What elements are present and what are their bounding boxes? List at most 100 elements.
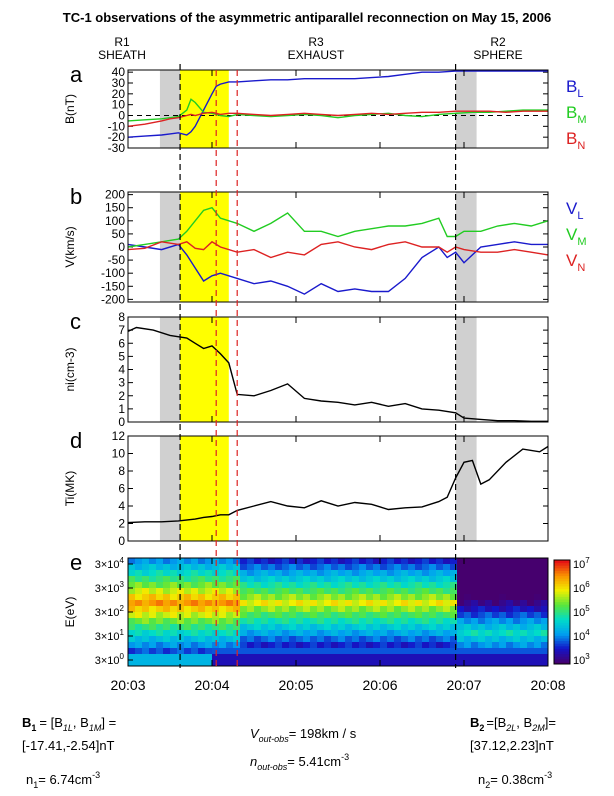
spectrogram-cell [254, 570, 262, 577]
spectrogram-cell [156, 570, 164, 577]
spectrogram-cell [254, 612, 262, 619]
spectrogram-cell [275, 636, 283, 643]
spectrogram-cell [240, 636, 248, 643]
spectrogram-cell [310, 654, 318, 661]
spectrogram-cell [450, 606, 458, 613]
spectrogram-cell [261, 642, 269, 649]
spectrogram-cell [359, 600, 367, 607]
spectrogram-cell [373, 624, 381, 631]
spectrogram-cell [191, 570, 199, 577]
spectrogram-cell [457, 576, 465, 583]
spectrogram-cell [128, 636, 136, 643]
spectrogram-cell [345, 570, 353, 577]
spectrogram-cell [233, 654, 241, 661]
spectrogram-cell [240, 654, 248, 661]
spectrogram-cell [296, 630, 304, 637]
spectrogram-cell [184, 582, 192, 589]
spectrogram-cell [436, 624, 444, 631]
region-labels: R1 SHEATH R3 EXHAUST R2 SPHERE [98, 35, 523, 62]
spectrogram-cell [366, 558, 374, 565]
spectrogram-cell [457, 648, 465, 655]
spectrogram-cell [443, 624, 451, 631]
spectrogram-cell [345, 588, 353, 595]
spectrogram-cell [527, 576, 535, 583]
spectrogram-cell [485, 582, 493, 589]
colorbar-segment [554, 606, 570, 610]
spectrogram-cell [492, 588, 500, 595]
spectrogram-cell [170, 570, 178, 577]
spectrogram-cell [142, 558, 150, 565]
spectrogram-cell [247, 564, 255, 571]
spectrogram-cell [331, 624, 339, 631]
spectrogram-cell [506, 624, 514, 631]
spectrogram-cell [184, 636, 192, 643]
spectrogram-cell [303, 606, 311, 613]
spectrogram-cell [401, 648, 409, 655]
xtick-label: 20:08 [530, 677, 565, 693]
spectrogram-cell [310, 618, 318, 625]
spectrogram-cell [387, 594, 395, 601]
spectrogram-cell [394, 624, 402, 631]
spectrogram-cell [387, 564, 395, 571]
spectrogram-cell [499, 588, 507, 595]
spectrogram-cell [359, 576, 367, 583]
spectrogram-cell [163, 588, 171, 595]
spectrogram-cell [527, 558, 535, 565]
spectrogram-cell [317, 636, 325, 643]
spectrogram-cell [513, 600, 521, 607]
spectrogram-cell [527, 594, 535, 601]
spectrogram-cell [513, 558, 521, 565]
spectrogram-cell [149, 594, 157, 601]
spectrogram-cell [499, 660, 507, 667]
spectrogram-cell [212, 594, 220, 601]
spectrogram-cell [408, 558, 416, 565]
gray-band-d-0 [159, 436, 181, 541]
spectrogram-cell [534, 564, 542, 571]
spectrogram-cell [415, 648, 423, 655]
spectrogram-cell [387, 636, 395, 643]
spectrogram-cell [184, 624, 192, 631]
spectrogram-cell [282, 594, 290, 601]
spectrogram-cell [163, 570, 171, 577]
spectrogram-cell [149, 576, 157, 583]
spectrogram-cell [226, 594, 234, 601]
spectrogram-cell [387, 588, 395, 595]
spectrogram-cell [149, 636, 157, 643]
spectrogram-cell [247, 582, 255, 589]
spectrogram-cell [233, 624, 241, 631]
e-ytick-label: 3×103 [95, 580, 125, 595]
spectrogram-cell [331, 588, 339, 595]
spectrogram-cell [415, 612, 423, 619]
spectrogram-cell [191, 648, 199, 655]
spectrogram-cell [261, 624, 269, 631]
spectrogram-cell [268, 594, 276, 601]
spectrogram-cell [443, 654, 451, 661]
spectrogram-cell [380, 654, 388, 661]
panel-letter-a: a [70, 62, 83, 87]
spectrogram-cell [170, 630, 178, 637]
spectrogram-cell [177, 588, 185, 595]
spectrogram-cell [443, 612, 451, 619]
spectrogram-cell [191, 630, 199, 637]
spectrogram-cell [436, 648, 444, 655]
spectrogram-cell [429, 600, 437, 607]
spectrogram-cell [464, 630, 472, 637]
spectrogram-cell [219, 576, 227, 583]
spectrogram-cell [464, 588, 472, 595]
spectrogram-cell [401, 600, 409, 607]
spectrogram-cell [345, 606, 353, 613]
spectrogram-cell [289, 588, 297, 595]
spectrogram-cell [310, 642, 318, 649]
spectrogram-cell [275, 606, 283, 613]
spectrogram-cell [513, 618, 521, 625]
spectrogram-cell [436, 588, 444, 595]
spectrogram-cell [254, 582, 262, 589]
spectrogram-cell [366, 612, 374, 619]
spectrogram-cell [436, 564, 444, 571]
spectrogram-cell [275, 612, 283, 619]
spectrogram-cell [450, 582, 458, 589]
spectrogram-cell [310, 606, 318, 613]
spectrogram-cell [205, 654, 213, 661]
spectrogram-cell [345, 636, 353, 643]
spectrogram-cell [331, 558, 339, 565]
